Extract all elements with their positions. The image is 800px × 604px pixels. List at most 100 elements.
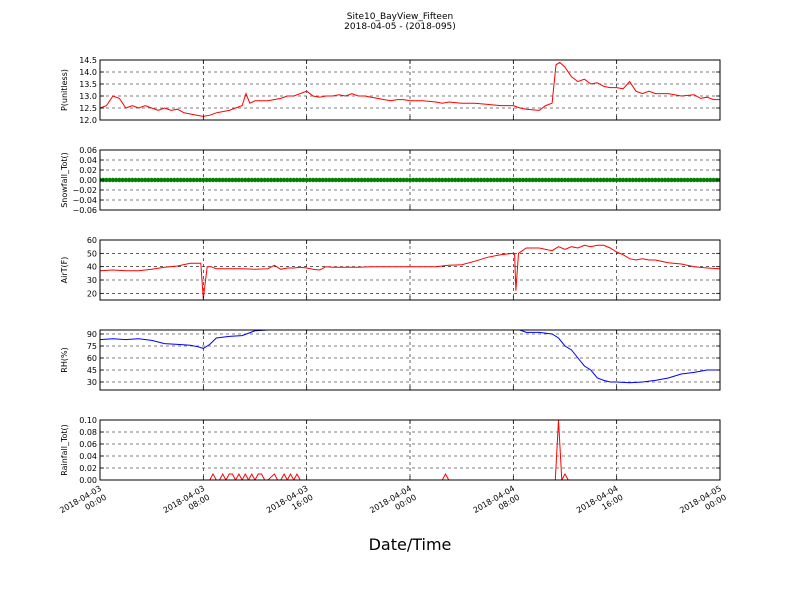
data-point — [682, 177, 687, 183]
panel-2: −0.06−0.04−0.020.000.020.040.06 Snowfall_… — [60, 146, 721, 215]
y-tick-label: 0.10 — [79, 416, 97, 425]
data-point — [149, 177, 154, 183]
y-axis-label: Snowfall_Tot() — [60, 152, 69, 208]
data-point — [275, 177, 280, 183]
data-point — [191, 177, 196, 183]
data-point — [256, 177, 261, 183]
data-point — [556, 177, 561, 183]
data-point — [230, 177, 235, 183]
data-point — [272, 177, 277, 183]
data-point — [640, 177, 645, 183]
data-point — [643, 177, 648, 183]
data-point — [646, 177, 652, 183]
series-1 — [100, 61, 720, 117]
data-point — [178, 177, 183, 183]
data-point — [194, 177, 200, 183]
data-point — [620, 177, 626, 183]
y-tick-label: 50 — [87, 249, 97, 258]
data-point — [456, 177, 461, 183]
data-point — [411, 177, 416, 183]
data-point — [252, 177, 258, 183]
data-point — [695, 177, 700, 183]
data-point — [210, 177, 216, 183]
data-point — [540, 177, 545, 183]
data-point — [375, 177, 380, 183]
data-point — [352, 177, 358, 183]
data-point — [698, 177, 703, 183]
data-point — [281, 177, 287, 183]
data-point — [359, 177, 364, 183]
data-point — [666, 177, 671, 183]
data-point — [298, 177, 303, 183]
data-point — [423, 177, 429, 183]
data-point — [388, 177, 393, 183]
data-point — [504, 177, 510, 183]
data-point — [104, 177, 109, 183]
data-point — [514, 177, 519, 183]
data-point — [536, 177, 542, 183]
data-point — [133, 177, 138, 183]
data-point — [614, 177, 619, 183]
data-point — [204, 177, 209, 183]
data-point — [126, 177, 132, 183]
data-point — [333, 177, 338, 183]
y-tick-label: 13.5 — [79, 80, 97, 89]
data-point — [262, 177, 267, 183]
data-point — [446, 177, 451, 183]
data-point — [307, 177, 313, 183]
data-point — [346, 177, 351, 183]
data-point — [507, 177, 513, 183]
data-point — [559, 177, 564, 183]
data-point — [381, 177, 387, 183]
panels: 12.0 12.5 13.0 13.5 14.0 14.5 P(unitless) −0.06… — [60, 56, 721, 485]
series-3 — [100, 244, 720, 299]
data-point — [591, 177, 597, 183]
data-point — [336, 177, 342, 183]
data-point — [566, 177, 571, 183]
data-point — [649, 177, 655, 183]
data-point — [498, 177, 503, 183]
y-tick-label: 0.00 — [79, 476, 97, 485]
data-point — [637, 177, 642, 183]
data-point — [440, 177, 445, 183]
data-point — [327, 177, 332, 183]
data-point — [569, 177, 574, 183]
series-line — [100, 244, 720, 299]
data-point — [414, 177, 419, 183]
data-point — [356, 177, 361, 183]
data-point — [168, 177, 174, 183]
data-point — [711, 177, 716, 183]
data-point — [501, 177, 506, 183]
data-point — [627, 177, 632, 183]
data-point — [223, 177, 229, 183]
y-tick-label: 12.0 — [79, 116, 97, 125]
series-2 — [100, 177, 720, 183]
data-point — [310, 177, 316, 183]
data-point — [511, 177, 516, 183]
data-point — [394, 177, 400, 183]
y-tick-label: 0.04 — [79, 452, 97, 461]
data-point — [553, 177, 558, 183]
data-point — [453, 177, 458, 183]
y-axis-label: Rainfall_Tot() — [60, 424, 69, 476]
data-point — [524, 177, 529, 183]
data-point — [527, 177, 532, 183]
data-point — [595, 177, 600, 183]
data-point — [475, 177, 481, 183]
data-point — [494, 177, 500, 183]
data-point — [117, 177, 122, 183]
data-point — [433, 177, 439, 183]
data-point — [239, 177, 245, 183]
data-point — [462, 177, 468, 183]
data-point — [679, 177, 684, 183]
figure-title: Site10_BayView_Fifteen — [347, 12, 453, 22]
data-point — [243, 177, 248, 183]
data-point — [685, 177, 690, 183]
data-point — [123, 177, 129, 183]
y-tick-label: 12.5 — [79, 104, 97, 113]
